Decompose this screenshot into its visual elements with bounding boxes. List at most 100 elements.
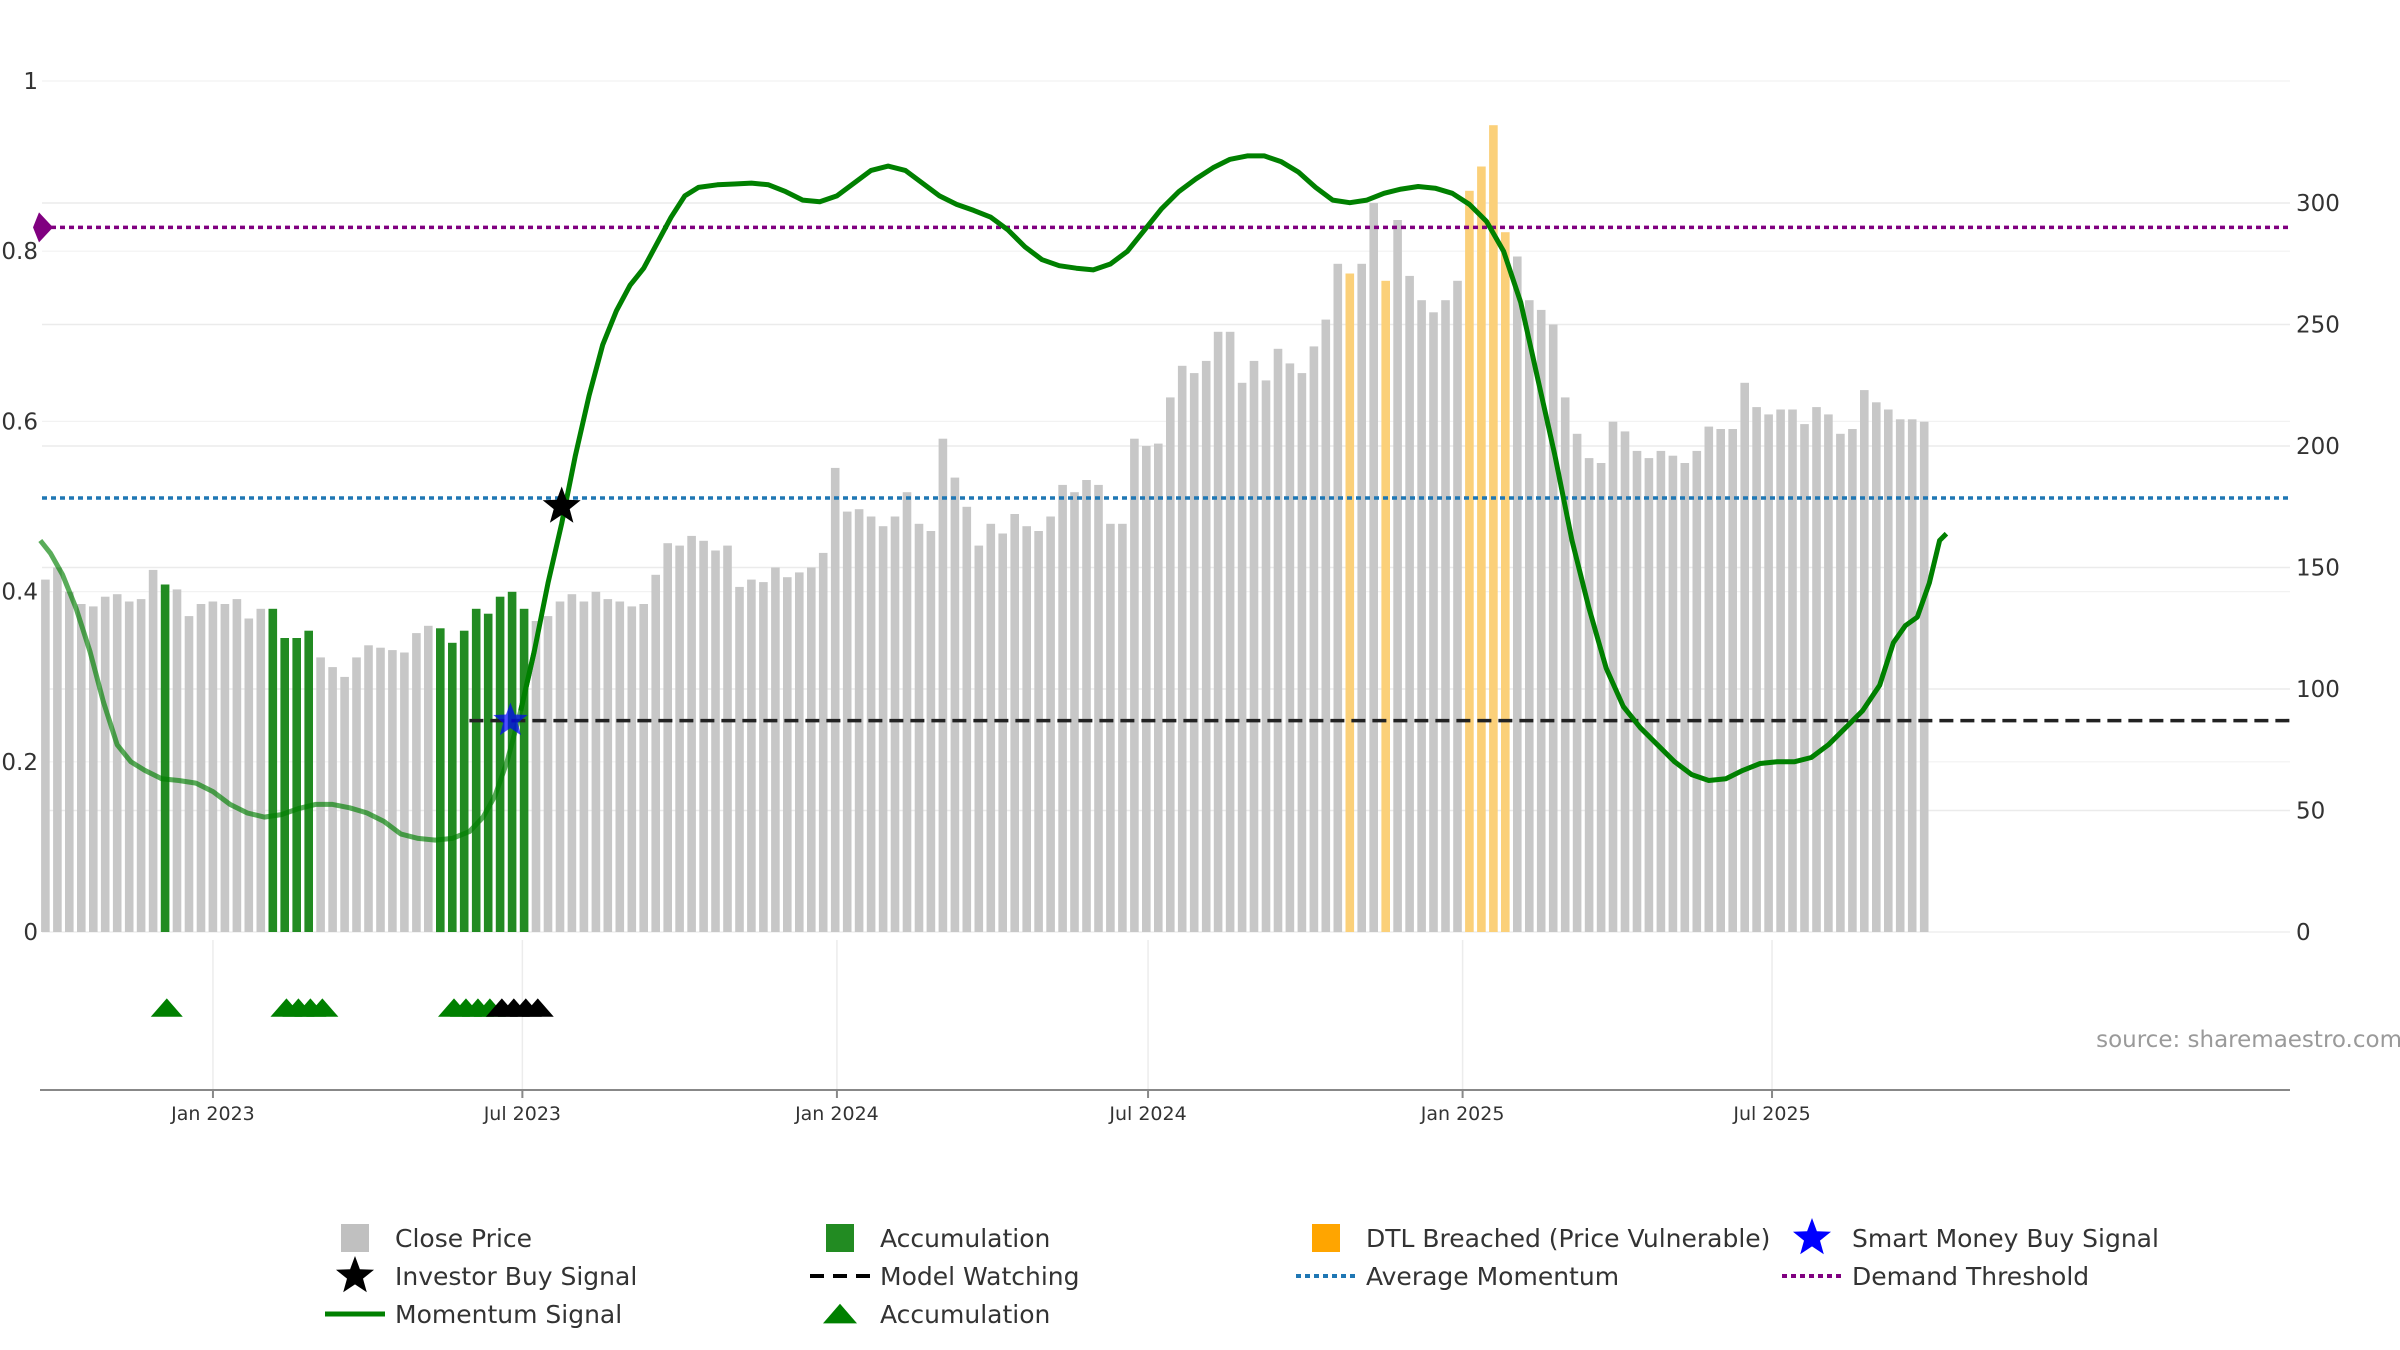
- dtl-breached-bar: [1465, 190, 1474, 933]
- price-bars: [41, 125, 1929, 933]
- close-price-bar: [615, 601, 625, 932]
- smart-money-buy-signal-star: [493, 702, 528, 736]
- legend-item: Accumulation: [823, 1300, 1050, 1329]
- investor-buy-signal-star: [542, 486, 581, 523]
- legend-label: Accumulation: [880, 1224, 1050, 1253]
- close-price-bar: [1895, 419, 1905, 932]
- x-axis-tick-label: Jul 2023: [483, 1103, 561, 1125]
- dtl-breached-bar: [1477, 166, 1486, 932]
- accumulation-triangle: [150, 998, 183, 1017]
- close-price-bar: [1536, 309, 1546, 932]
- close-price-bar: [1417, 300, 1426, 932]
- dtl-breached-bar: [1489, 125, 1498, 932]
- close-price-bar: [1393, 220, 1402, 932]
- close-price-bar: [842, 511, 852, 932]
- close-price-bar: [1752, 407, 1761, 933]
- close-price-bar: [1225, 331, 1235, 932]
- x-axis-tick-label: Jul 2024: [1108, 1103, 1186, 1125]
- close-price-bar: [926, 531, 936, 932]
- close-price-bar: [1273, 348, 1283, 932]
- close-price-bar: [1142, 446, 1151, 932]
- right-axis-tick-label: 150: [2296, 556, 2340, 582]
- legend-label: Model Watching: [880, 1262, 1080, 1291]
- close-price-bar: [627, 606, 637, 932]
- close-price-bar: [1872, 402, 1881, 932]
- close-price-bar: [866, 516, 876, 932]
- close-price-bar: [244, 618, 254, 932]
- close-price-bar: [1046, 516, 1055, 932]
- signal-markers: [493, 486, 581, 736]
- close-price-bar: [1740, 382, 1749, 932]
- close-price-bar: [986, 523, 996, 932]
- close-price-bar: [1154, 443, 1163, 932]
- right-axis-tick-label: 0: [2296, 920, 2311, 946]
- close-price-bar: [1177, 365, 1187, 932]
- close-price-bar: [771, 567, 780, 932]
- close-price-bar: [100, 596, 110, 932]
- close-price-bar: [711, 550, 720, 932]
- close-price-bar: [376, 647, 385, 932]
- legend: Close Price Accumulation DTL Breached (Pri…: [325, 1218, 2159, 1329]
- close-price-bar: [543, 616, 553, 932]
- close-price-bar: [412, 633, 421, 932]
- close-price-bar: [723, 545, 732, 932]
- right-axis-tick-label: 100: [2296, 677, 2340, 703]
- close-price-bar: [1812, 407, 1821, 933]
- legend-label: Investor Buy Signal: [395, 1262, 637, 1291]
- close-price-bar: [1907, 419, 1917, 932]
- close-price-bar: [1824, 414, 1833, 932]
- accumulation-bar: [160, 584, 170, 932]
- close-price-bar: [1249, 360, 1259, 932]
- close-price-bar: [1608, 421, 1618, 932]
- close-price-bar: [124, 601, 134, 932]
- close-price-bar: [232, 599, 242, 932]
- legend-swatch-star: [336, 1256, 374, 1293]
- axes: 0 0.2 0.4 0.6 0.8 1 0 50 100 150 200 250 300 Jan 2023…: [1, 69, 2339, 1125]
- close-price-bar: [1644, 458, 1654, 932]
- close-price-bar: [424, 625, 433, 932]
- accumulation-bar: [280, 638, 289, 932]
- close-price-bar: [1213, 331, 1223, 932]
- close-price-bar: [1884, 409, 1893, 932]
- close-price-bar: [687, 535, 696, 932]
- close-price-bar: [196, 604, 206, 932]
- close-price-bar: [818, 552, 828, 932]
- close-price-bar: [902, 492, 912, 932]
- legend-item: Smart Money Buy Signal: [1793, 1218, 2159, 1255]
- close-price-bar: [184, 616, 194, 932]
- accumulation-triangle: [306, 998, 339, 1017]
- legend-swatch-star: [1793, 1218, 1831, 1255]
- close-price-bar: [1237, 382, 1247, 932]
- close-price-bar: [890, 516, 900, 932]
- close-price-bar: [807, 567, 816, 932]
- close-price-bar: [830, 467, 840, 932]
- close-price-bar: [1620, 431, 1630, 932]
- accumulation-bar: [483, 613, 493, 932]
- left-axis-tick-label: 0: [23, 920, 38, 946]
- x-axis-tick-label: Jul 2025: [1732, 1103, 1810, 1125]
- legend-label: Accumulation: [880, 1300, 1050, 1329]
- accumulation-bar: [519, 608, 529, 932]
- accumulation-bar: [448, 642, 457, 932]
- accumulation-bar: [459, 630, 469, 932]
- left-axis-tick-label: 0.4: [1, 580, 38, 606]
- close-price-bar: [1716, 429, 1725, 932]
- left-axis-tick-label: 0.2: [1, 750, 38, 776]
- close-price-bar: [1525, 300, 1534, 932]
- momentum-signal-faded: [38, 538, 537, 843]
- close-price-bar: [1070, 492, 1079, 932]
- close-price-bar: [938, 438, 948, 932]
- left-axis-tick-label: 0.6: [1, 409, 38, 435]
- close-price-bar: [1022, 526, 1031, 932]
- close-price-bar: [1201, 360, 1211, 932]
- close-price-bar: [1357, 263, 1366, 933]
- close-price-bar: [603, 599, 613, 932]
- close-price-bar: [1596, 463, 1606, 932]
- close-price-bar: [1788, 409, 1797, 932]
- close-price-bar: [1118, 523, 1127, 932]
- close-price-bar: [759, 582, 768, 932]
- close-price-bar: [89, 606, 98, 932]
- close-price-bar: [1130, 438, 1139, 932]
- close-price-bar: [364, 645, 373, 932]
- close-price-bar: [1189, 373, 1199, 933]
